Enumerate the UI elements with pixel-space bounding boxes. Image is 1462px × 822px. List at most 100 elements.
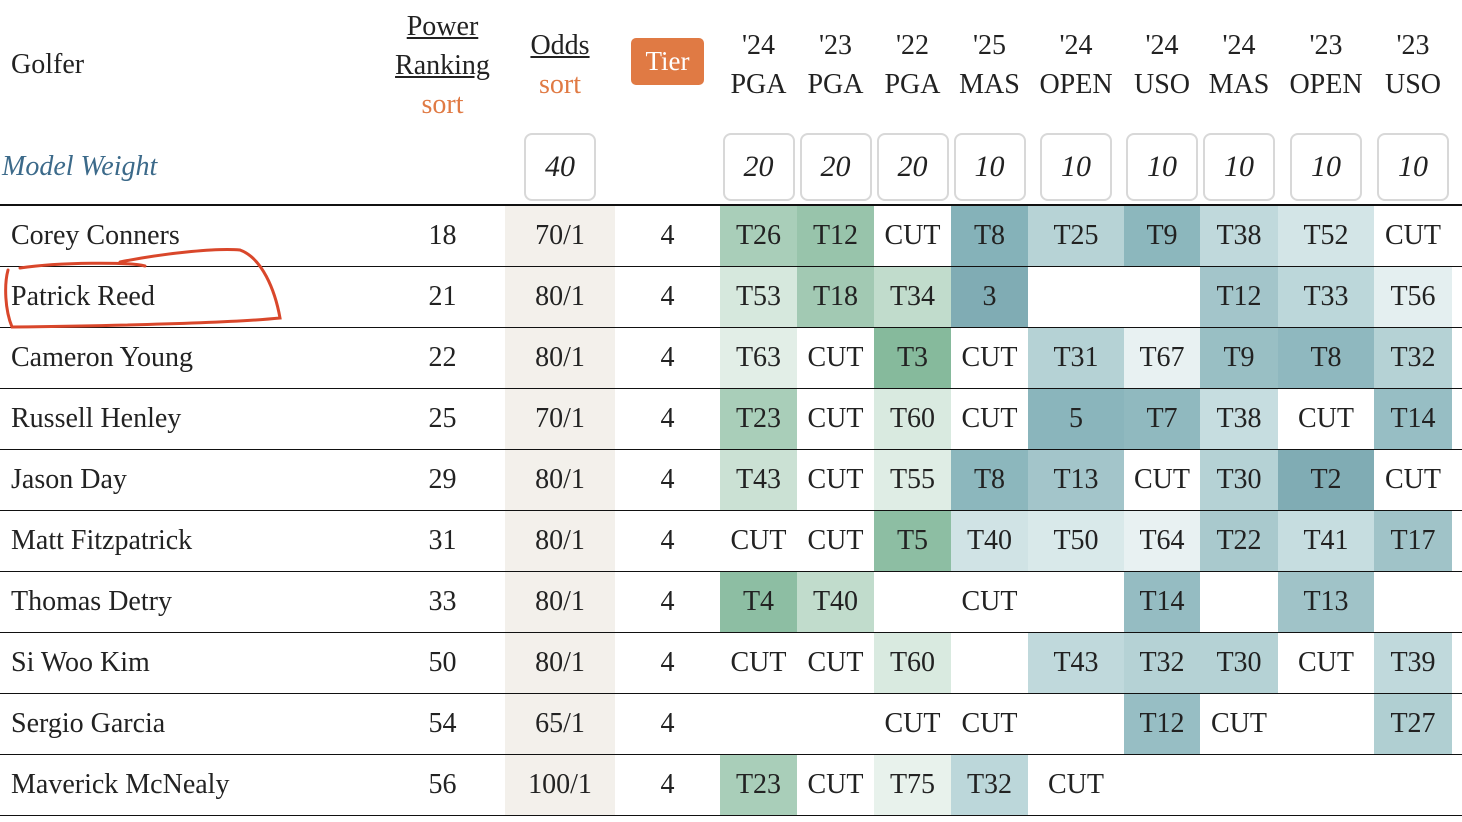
weight-input[interactable]: 10 (1126, 133, 1198, 201)
result-cell: T33 (1278, 266, 1374, 328)
weight-input[interactable]: 20 (799, 133, 872, 201)
result-cell: CUT (1374, 205, 1452, 267)
result-cell: 3 (951, 266, 1028, 328)
spacer (1452, 327, 1462, 389)
odds-label[interactable]: Odds (530, 30, 590, 61)
tournament-year: '23 (818, 30, 853, 61)
result-cell (1278, 693, 1374, 755)
power-ranking: 29 (380, 449, 505, 511)
tournament-header: '24 OPEN (1028, 0, 1124, 130)
sort-link[interactable]: sort (539, 69, 581, 100)
sort-link[interactable]: sort (421, 88, 464, 120)
tier-badge[interactable]: Tier (631, 37, 704, 85)
tier-header: Tier (615, 0, 720, 130)
result-cell: T17 (1374, 510, 1452, 572)
result-cell (1374, 571, 1452, 633)
spacer (1452, 130, 1462, 206)
result-cell: T2 (1278, 449, 1374, 511)
tournament-event: PGA (807, 69, 864, 100)
odds: 80/1 (505, 510, 615, 572)
weight-cell: 10 (1028, 130, 1124, 206)
weight-input[interactable]: 10 (1377, 133, 1449, 201)
weight-cell: 10 (1124, 130, 1200, 206)
result-cell: T23 (720, 388, 797, 450)
result-cell: T8 (951, 449, 1028, 511)
weight-input[interactable]: 10 (953, 133, 1026, 201)
golfer-header: Golfer (11, 49, 85, 80)
power-ranking: 33 (380, 571, 505, 633)
result-cell: T39 (1374, 632, 1452, 694)
result-cell (1278, 754, 1374, 816)
power-ranking: 22 (380, 327, 505, 389)
power-ranking-header: Power Ranking sort (380, 0, 505, 130)
result-cell (1374, 754, 1452, 816)
result-cell: T9 (1124, 205, 1200, 267)
weight-input[interactable]: 10 (1203, 133, 1275, 201)
weight-cell: 10 (951, 130, 1028, 206)
result-cell: CUT (797, 388, 874, 450)
golfer-row: Corey Conners 18 70/1 4 T26 T12 CUT T8 T25 T9 T38 T… (0, 205, 1462, 267)
golfer-row: Sergio Garcia 54 65/1 4 CUT CUT T12 CUT T27 (0, 693, 1462, 755)
result-cell (1124, 754, 1200, 816)
golfer-row: Matt Fitzpatrick 31 80/1 4 CUT CUT T5 T40 T50 T64… (0, 510, 1462, 572)
result-cell: T53 (720, 266, 797, 328)
result-cell: T43 (720, 449, 797, 511)
result-cell: T18 (797, 266, 874, 328)
tournament-year: '24 (1145, 30, 1179, 61)
tournament-header: '24 MAS (1200, 0, 1278, 130)
power-ranking-label[interactable]: Power Ranking (395, 10, 490, 81)
result-cell: T38 (1200, 388, 1278, 450)
result-cell: CUT (720, 510, 797, 572)
result-cell (797, 693, 874, 755)
golfer-name: Si Woo Kim (0, 632, 380, 694)
result-cell (1028, 266, 1124, 328)
odds: 65/1 (505, 693, 615, 755)
result-cell: T64 (1124, 510, 1200, 572)
tournament-header: '23 USO (1374, 0, 1452, 130)
empty-cell (615, 130, 720, 206)
result-cell: T40 (951, 510, 1028, 572)
result-cell: T8 (951, 205, 1028, 267)
result-cell: T67 (1124, 327, 1200, 389)
result-cell: 5 (1028, 388, 1124, 450)
power-ranking: 18 (380, 205, 505, 267)
result-cell (1028, 693, 1124, 755)
weight-input[interactable]: 40 (524, 133, 596, 201)
result-cell: CUT (874, 693, 951, 755)
tournament-header: '25 MAS (951, 0, 1028, 130)
weight-cell: 20 (797, 130, 874, 206)
result-cell: T52 (1278, 205, 1374, 267)
tier: 4 (615, 571, 720, 633)
weight-cell: 10 (1374, 130, 1452, 206)
tier: 4 (615, 327, 720, 389)
spacer (1452, 0, 1462, 130)
result-cell: T9 (1200, 327, 1278, 389)
result-cell (1124, 266, 1200, 328)
result-cell (951, 632, 1028, 694)
spacer (1452, 388, 1462, 450)
result-cell: CUT (874, 205, 951, 267)
odds: 70/1 (505, 388, 615, 450)
golfer-name: Patrick Reed (0, 266, 380, 328)
tournament-header: '24 USO (1124, 0, 1200, 130)
result-cell: CUT (951, 327, 1028, 389)
result-cell: T31 (1028, 327, 1124, 389)
weight-input[interactable]: 10 (1040, 133, 1112, 201)
result-cell: T12 (797, 205, 874, 267)
result-cell: T32 (951, 754, 1028, 816)
spacer (1452, 754, 1462, 816)
result-cell (720, 693, 797, 755)
golfer-name: Corey Conners (0, 205, 380, 267)
model-weight-row: Model Weight 40 20 20 20 10 10 10 10 10 10 (0, 130, 1462, 206)
weight-input[interactable]: 20 (722, 133, 795, 201)
odds: 80/1 (505, 266, 615, 328)
result-cell: T38 (1200, 205, 1278, 267)
weight-input[interactable]: 10 (1290, 133, 1362, 201)
result-cell: T40 (797, 571, 874, 633)
weight-input[interactable]: 20 (876, 133, 949, 201)
golfer-row: Russell Henley 25 70/1 4 T23 CUT T60 CUT 5 T7 T38 C… (0, 388, 1462, 450)
result-cell: T3 (874, 327, 951, 389)
tier: 4 (615, 266, 720, 328)
power-ranking: 21 (380, 266, 505, 328)
